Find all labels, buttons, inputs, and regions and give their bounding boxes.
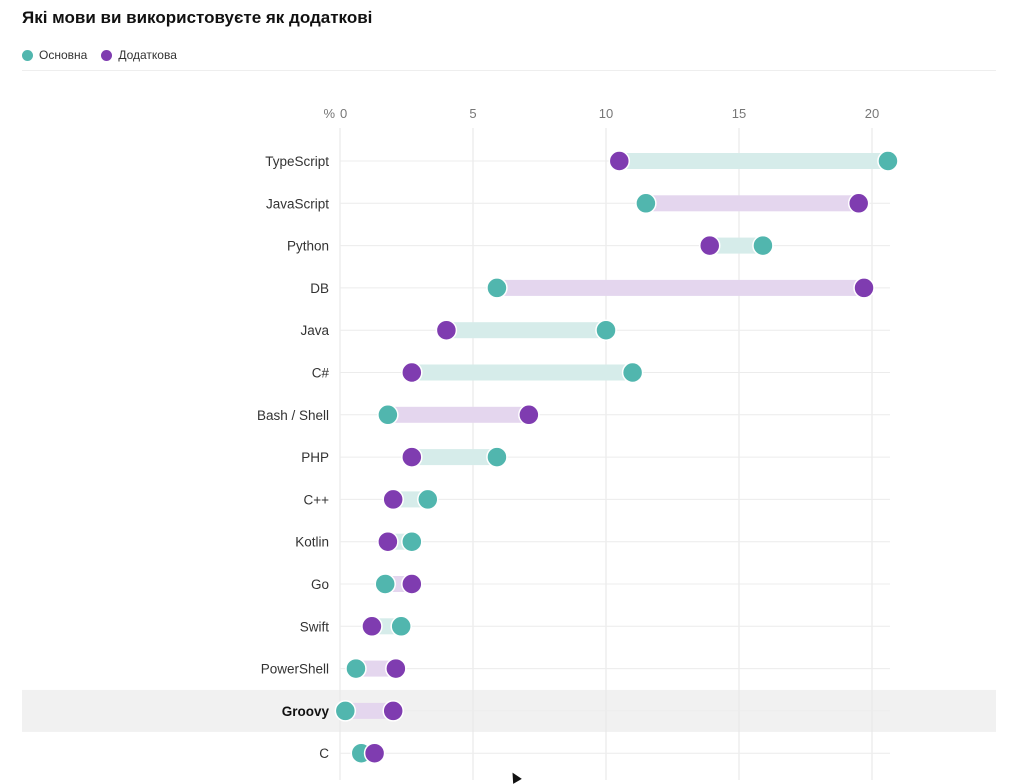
range-band xyxy=(446,322,606,339)
dot-secondary xyxy=(518,404,540,426)
dot-secondary xyxy=(385,657,407,680)
dot-primary xyxy=(401,530,423,553)
dot-secondary xyxy=(363,742,386,764)
category-label: C++ xyxy=(303,492,329,507)
range-band xyxy=(411,364,633,381)
category-label: TypeScript xyxy=(265,154,329,169)
category-label: Python xyxy=(287,239,329,254)
category-label: C xyxy=(319,746,329,761)
x-tick-label: 10 xyxy=(599,106,613,121)
range-band xyxy=(345,702,394,719)
x-tick-label: 15 xyxy=(732,106,746,121)
category-label: JavaScript xyxy=(266,196,329,211)
category-label: Groovy xyxy=(282,704,330,719)
dot-primary xyxy=(635,192,657,215)
range-band xyxy=(411,449,497,466)
x-tick-label: 0 xyxy=(340,106,347,121)
dot-secondary xyxy=(435,319,458,341)
dot-primary xyxy=(752,234,774,257)
dot-primary xyxy=(486,446,508,468)
x-tick-label: 20 xyxy=(865,106,879,121)
dot-primary xyxy=(390,615,412,638)
legend-dot-primary-icon xyxy=(22,49,33,61)
dot-secondary xyxy=(361,615,383,638)
dot-primary xyxy=(417,488,439,511)
dot-secondary xyxy=(853,277,875,299)
category-label: Bash / Shell xyxy=(257,408,329,423)
dot-secondary xyxy=(377,530,399,553)
legend: Основна Додаткова xyxy=(22,48,177,62)
range-band xyxy=(387,406,529,423)
dot-primary xyxy=(334,700,357,722)
legend-item-secondary[interactable]: Додаткова xyxy=(101,48,177,62)
category-label: PowerShell xyxy=(261,662,329,677)
range-band xyxy=(496,279,865,296)
legend-label-primary: Основна xyxy=(39,48,88,62)
category-label: PHP xyxy=(301,450,329,465)
dot-secondary xyxy=(847,192,870,215)
category-label: Swift xyxy=(300,619,330,634)
category-label: Kotlin xyxy=(295,535,329,550)
dot-secondary xyxy=(401,573,423,595)
dot-secondary xyxy=(401,446,423,468)
dot-secondary xyxy=(608,150,631,172)
dot-secondary xyxy=(401,361,423,384)
x-tick-label: 5 xyxy=(469,106,476,121)
dot-secondary xyxy=(698,234,721,257)
category-label: Java xyxy=(300,323,329,338)
range-band xyxy=(619,153,888,169)
category-label: DB xyxy=(310,281,329,296)
dot-secondary xyxy=(382,700,404,722)
legend-label-secondary: Додаткова xyxy=(118,48,177,62)
dot-primary xyxy=(621,361,644,384)
range-band xyxy=(645,195,859,212)
category-label: C# xyxy=(312,366,330,381)
header-divider xyxy=(22,70,996,71)
category-label: Go xyxy=(311,577,329,592)
dot-primary xyxy=(486,277,508,299)
range-band xyxy=(709,237,763,254)
x-unit-label: % xyxy=(323,106,335,121)
dot-primary xyxy=(374,573,396,595)
dot-primary xyxy=(345,657,367,680)
legend-item-primary[interactable]: Основна xyxy=(22,48,87,62)
dot-primary xyxy=(877,150,899,172)
dot-secondary xyxy=(382,488,404,511)
dot-primary xyxy=(595,319,617,341)
legend-dot-secondary-icon xyxy=(101,49,113,61)
chart-title: Які мови ви використовуєте як додаткові xyxy=(22,8,373,27)
dot-primary xyxy=(377,404,399,426)
